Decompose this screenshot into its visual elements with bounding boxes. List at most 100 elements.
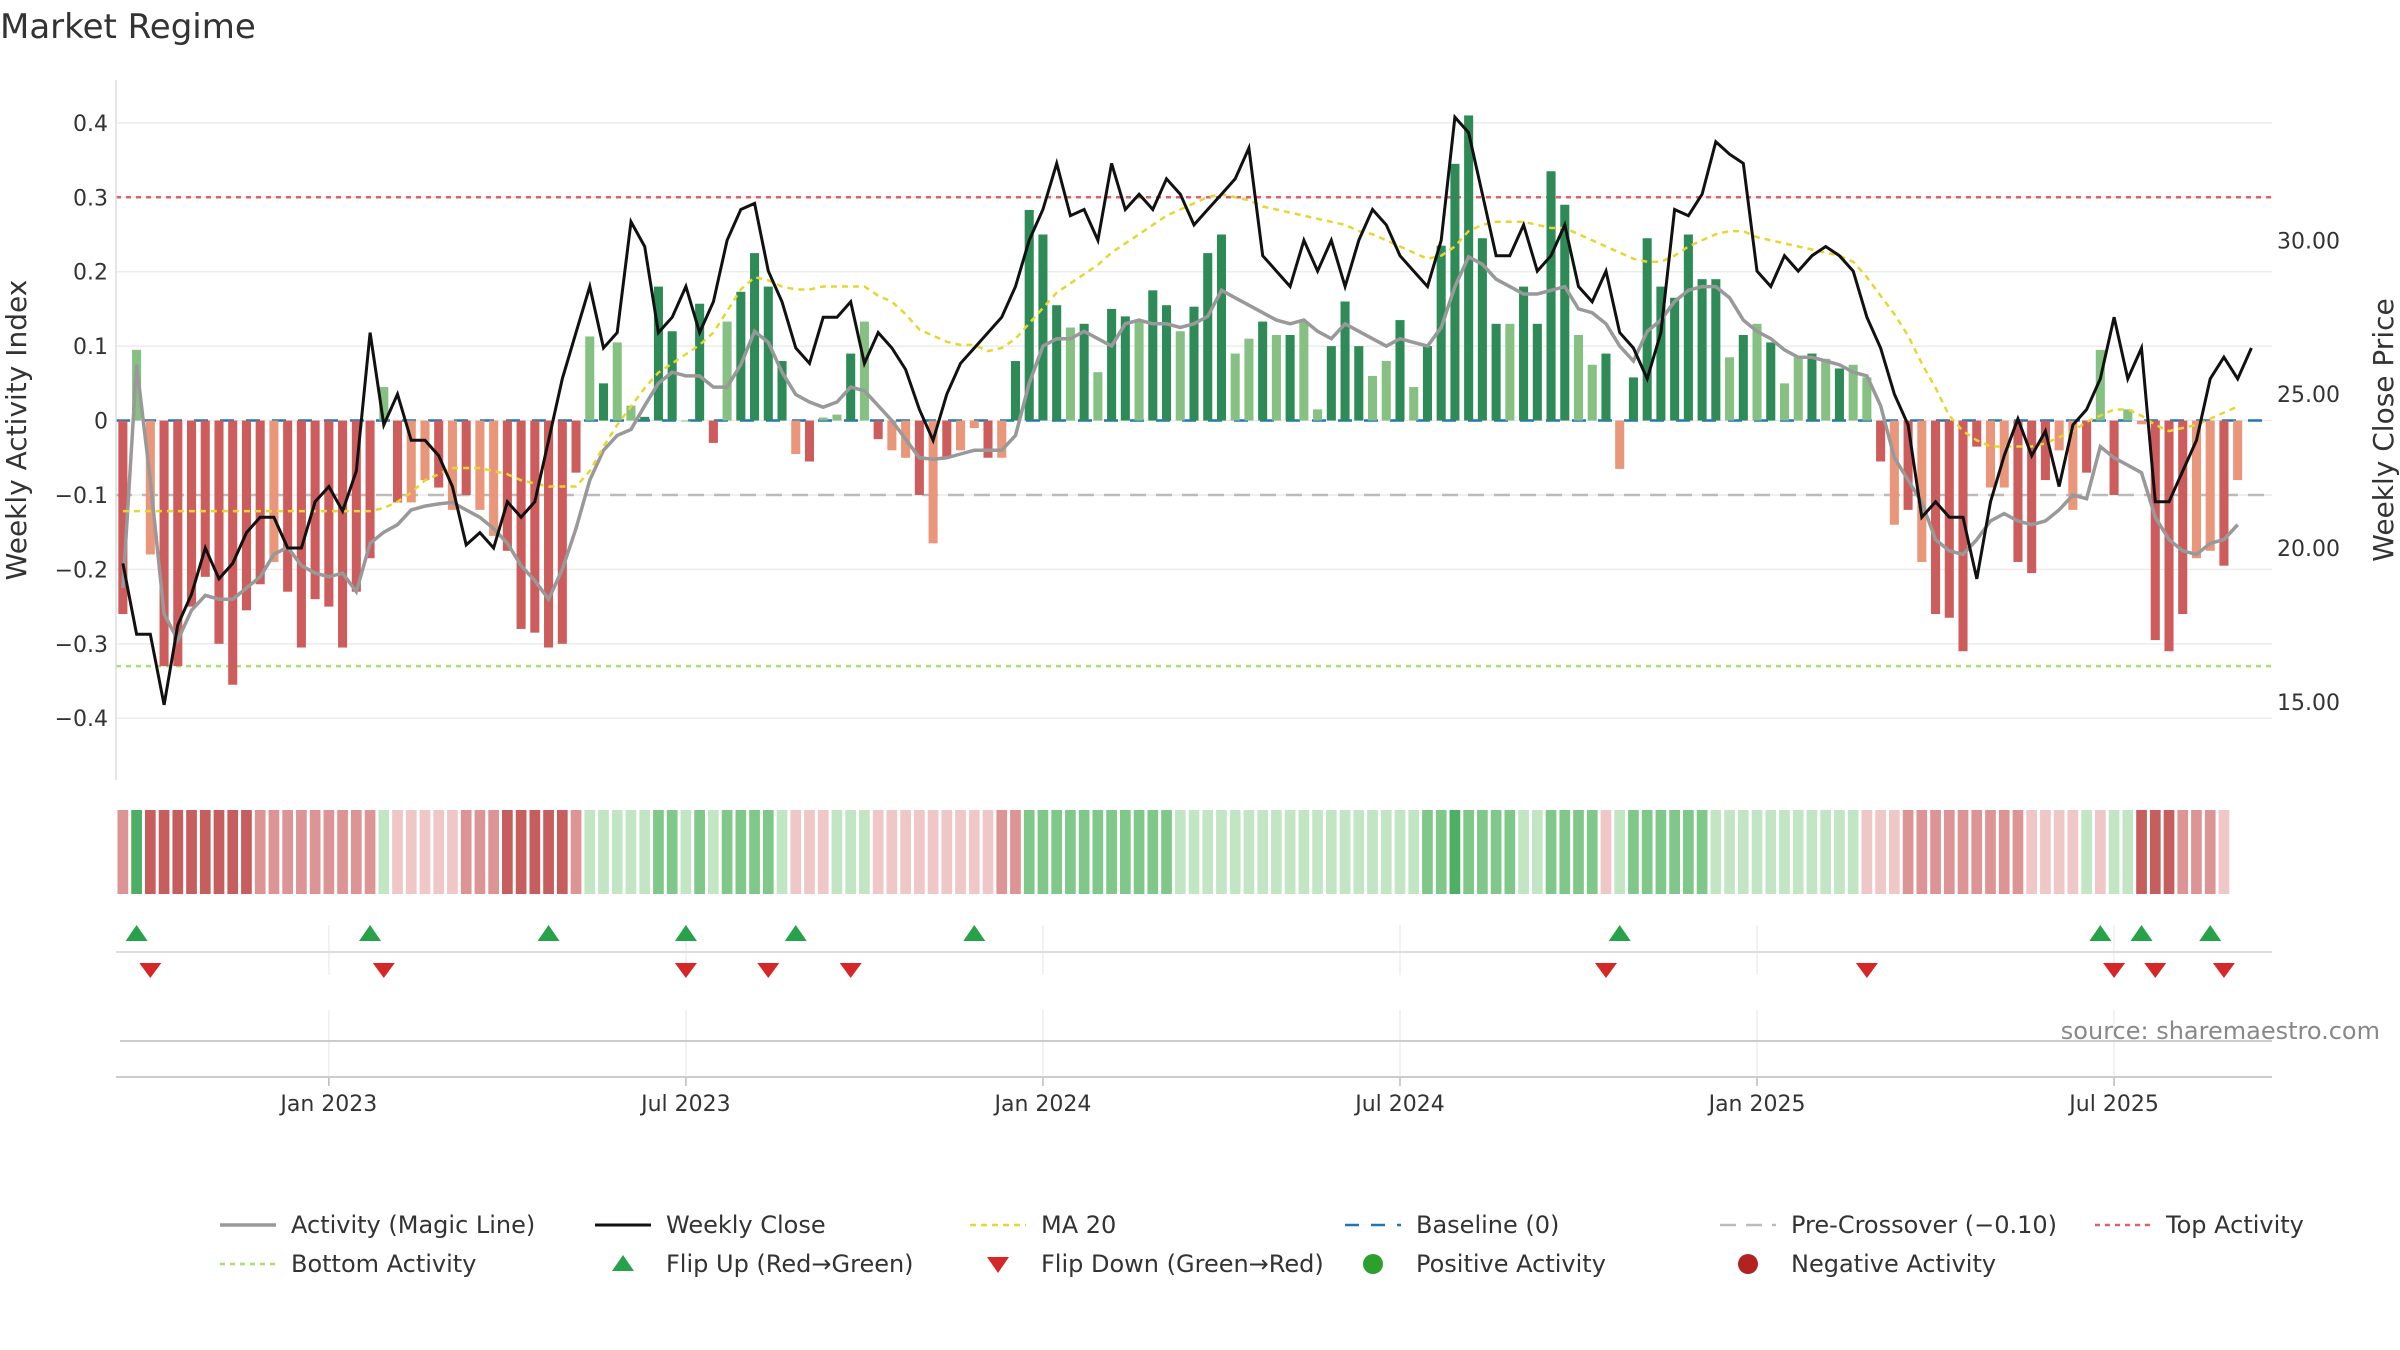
activity-bar bbox=[1985, 420, 1996, 488]
flip-up-marker bbox=[963, 925, 986, 941]
activity-bar bbox=[1807, 353, 1817, 421]
regime-cell bbox=[680, 810, 692, 894]
regime-cell bbox=[529, 810, 541, 894]
regime-cell bbox=[1847, 810, 1859, 894]
y2-tick-label: 30.00 bbox=[2277, 229, 2340, 254]
regime-cell bbox=[1724, 810, 1735, 894]
activity-bar bbox=[1244, 338, 1254, 421]
regime-cell bbox=[817, 810, 829, 894]
activity-bar bbox=[420, 420, 430, 481]
regime-cell bbox=[2122, 810, 2134, 894]
regime-cell bbox=[1751, 810, 1763, 894]
regime-cell bbox=[1312, 810, 1323, 894]
activity-bar bbox=[1532, 323, 1542, 421]
regime-cell bbox=[1490, 810, 1502, 894]
regime-cell bbox=[2094, 810, 2106, 894]
regime-cell bbox=[1188, 810, 1200, 894]
activity-bar bbox=[640, 416, 650, 421]
regime-cell bbox=[749, 810, 760, 894]
activity-bar bbox=[1464, 115, 1474, 421]
regime-cell bbox=[1641, 810, 1653, 894]
legend-item-neg: Negative Activity bbox=[1738, 1250, 1996, 1278]
y-tick-label: −0.2 bbox=[55, 558, 108, 583]
legend-swatch bbox=[1738, 1254, 1758, 1274]
regime-cell bbox=[598, 810, 609, 894]
regime-cell bbox=[1628, 810, 1639, 894]
regime-cell bbox=[1449, 810, 1461, 894]
activity-bar bbox=[1093, 372, 1103, 421]
regime-cell bbox=[241, 810, 252, 894]
legend-label: Bottom Activity bbox=[291, 1250, 476, 1278]
weekly-close-line bbox=[121, 113, 2253, 706]
activity-bar bbox=[681, 420, 691, 422]
regime-cell bbox=[2149, 810, 2161, 894]
regime-cell bbox=[653, 810, 664, 894]
source-label: source: sharemaestro.com bbox=[2061, 1017, 2380, 1045]
activity-bar bbox=[1326, 346, 1336, 421]
activity-bar bbox=[1148, 290, 1158, 421]
regime-cell bbox=[1916, 810, 1928, 894]
regime-cell bbox=[227, 810, 239, 894]
activity-bar bbox=[1409, 387, 1419, 421]
y-tick-label: 0 bbox=[94, 410, 108, 435]
activity-bar bbox=[1340, 301, 1350, 421]
activity-bar bbox=[489, 420, 499, 536]
flip-down-marker bbox=[1594, 963, 1617, 978]
activity-bar bbox=[1230, 353, 1240, 421]
regime-cell bbox=[1010, 810, 1021, 894]
regime-cell bbox=[1614, 810, 1626, 894]
regime-cell bbox=[790, 810, 802, 894]
regime-cell bbox=[2163, 810, 2175, 894]
regime-cell bbox=[996, 810, 1008, 894]
regime-cell bbox=[1930, 810, 1941, 894]
regime-cell bbox=[2067, 810, 2079, 894]
regime-cell bbox=[1820, 810, 1832, 894]
regime-cell bbox=[1174, 810, 1186, 894]
regime-cell bbox=[1573, 810, 1584, 894]
activity-bar bbox=[2123, 409, 2133, 421]
regime-cell bbox=[1710, 810, 1722, 894]
flip-up-marker bbox=[537, 925, 560, 941]
y-tick-label: −0.4 bbox=[55, 707, 108, 732]
y-tick-label: −0.1 bbox=[55, 484, 108, 509]
activity-bar bbox=[269, 420, 279, 562]
activity-bar bbox=[516, 420, 526, 629]
regime-cell bbox=[337, 810, 348, 894]
regime-cell bbox=[1353, 810, 1365, 894]
activity-bar bbox=[173, 420, 183, 667]
y2-tick-label: 15.00 bbox=[2277, 691, 2340, 716]
activity-bar bbox=[1834, 368, 1844, 421]
regime-cell bbox=[1779, 810, 1790, 894]
activity-bar bbox=[1670, 297, 1680, 421]
regime-cell bbox=[1861, 810, 1873, 894]
y-tick-label: 0.4 bbox=[73, 112, 108, 137]
activity-bar bbox=[447, 420, 457, 510]
regime-cell bbox=[1078, 810, 1090, 894]
regime-cell bbox=[350, 810, 362, 894]
regime-cell bbox=[158, 810, 170, 894]
flip-up-marker bbox=[2199, 925, 2222, 941]
activity-bar bbox=[283, 420, 293, 592]
activity-bar bbox=[228, 420, 238, 685]
activity-bar bbox=[1203, 253, 1213, 421]
activity-bar bbox=[1862, 377, 1872, 421]
regime-cell bbox=[1065, 810, 1076, 894]
regime-cell bbox=[1696, 810, 1708, 894]
regime-cell bbox=[1243, 810, 1255, 894]
regime-cell bbox=[392, 810, 403, 894]
regime-cell bbox=[982, 810, 994, 894]
y-tick-label: 0.3 bbox=[73, 186, 108, 211]
regime-cell bbox=[1202, 810, 1214, 894]
activity-bar bbox=[1258, 321, 1268, 421]
regime-cell bbox=[117, 810, 129, 894]
activity-bar bbox=[2191, 420, 2202, 559]
regime-cell bbox=[2012, 810, 2024, 894]
y-tick-label: −0.3 bbox=[55, 633, 108, 658]
regime-cell bbox=[625, 810, 637, 894]
activity-bar bbox=[2068, 420, 2078, 510]
regime-cell bbox=[584, 810, 596, 894]
regime-cell bbox=[515, 810, 527, 894]
regime-cell bbox=[1147, 810, 1159, 894]
activity-bar bbox=[777, 361, 787, 421]
